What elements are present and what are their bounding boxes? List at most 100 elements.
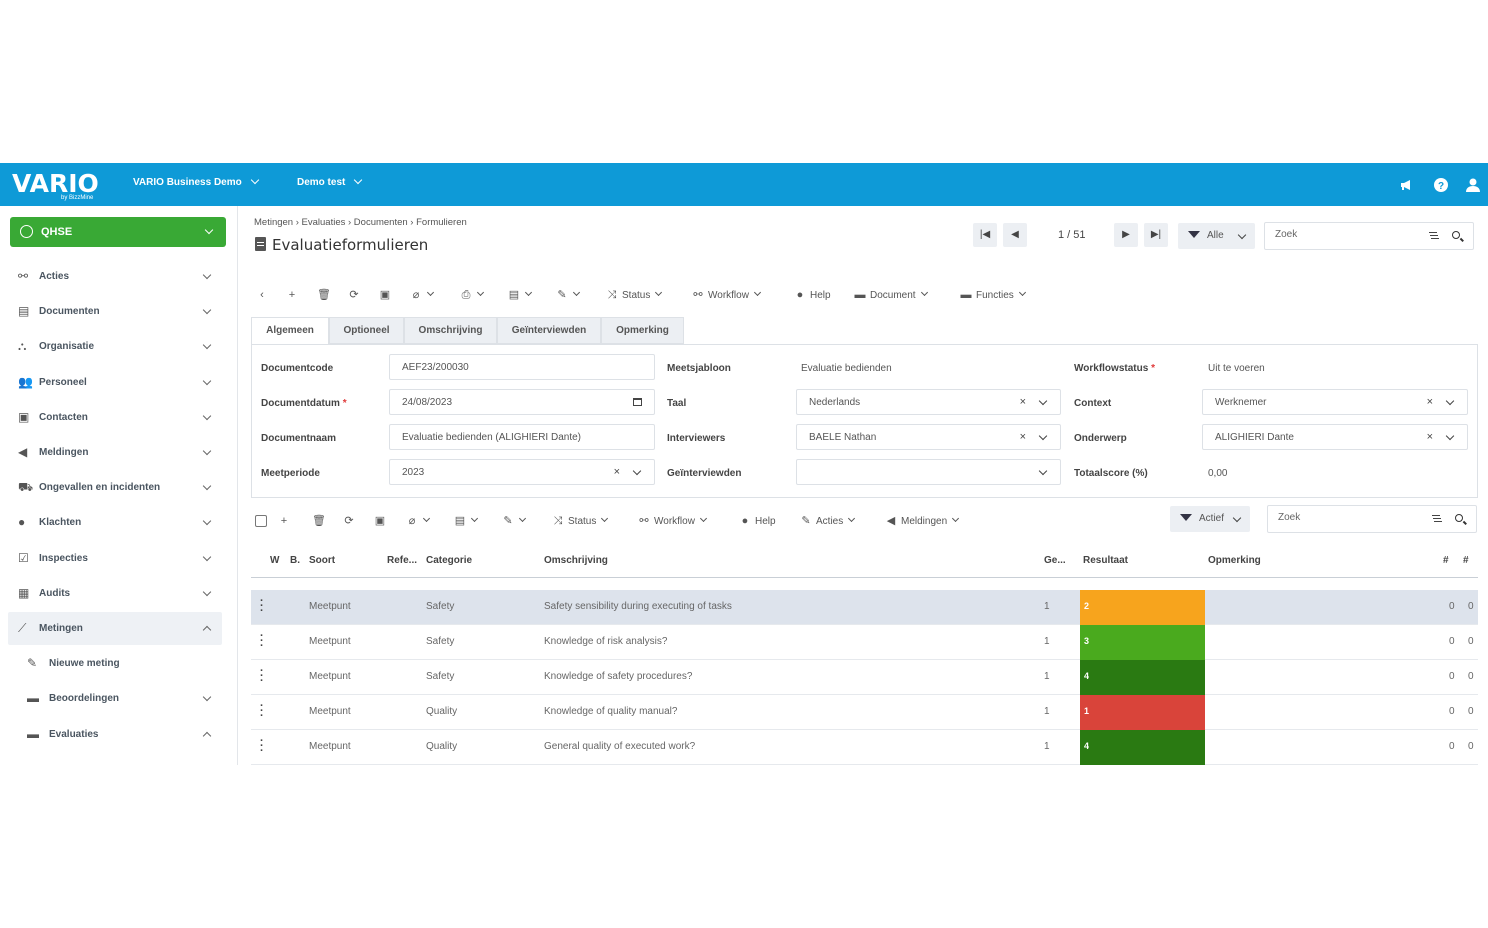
breadcrumb[interactable]: Metingen › Evaluaties › Documenten › For…: [254, 217, 467, 228]
taal-select[interactable]: Nederlands ×: [796, 389, 1061, 415]
help-icon[interactable]: ?: [1433, 177, 1449, 193]
row-menu-icon[interactable]: · · ·: [260, 735, 264, 757]
sidebar-item-inspecties[interactable]: ☑ Inspecties: [8, 542, 222, 575]
clear-icon[interactable]: ×: [1019, 396, 1026, 408]
grid-status-menu[interactable]: ⤨ Status: [552, 510, 609, 532]
tab-algemeen[interactable]: Algemeen: [251, 317, 329, 345]
col-categorie[interactable]: Categorie: [426, 555, 473, 566]
clear-icon[interactable]: ×: [1019, 431, 1026, 443]
grid-copy-button[interactable]: ▤: [454, 510, 479, 532]
document-menu[interactable]: ▬ Document: [854, 284, 928, 306]
tab-omschrijving[interactable]: Omschrijving: [404, 317, 497, 344]
print-button[interactable]: ⎙: [460, 284, 485, 306]
documentdatum-field[interactable]: 24/08/2023: [389, 389, 655, 415]
documentcode-field[interactable]: AEF23/200030: [389, 354, 655, 380]
back-button[interactable]: ‹: [256, 284, 268, 306]
grid-acties-menu[interactable]: ✎ Acties: [800, 510, 856, 532]
col-referentie[interactable]: Refe...: [387, 555, 418, 566]
row-menu-icon[interactable]: · · ·: [260, 595, 264, 617]
module-selector-qhse[interactable]: QHSE: [10, 217, 226, 247]
last-record-button[interactable]: ▶|: [1144, 223, 1168, 247]
documentnaam-field[interactable]: Evaluatie bedienden (ALIGHIERI Dante): [389, 424, 655, 450]
save-button[interactable]: ▣: [379, 284, 391, 306]
row-menu-icon[interactable]: · · ·: [260, 665, 264, 687]
functies-menu[interactable]: ▬ Functies: [960, 284, 1026, 306]
delete-button[interactable]: 🗑: [317, 284, 331, 306]
tab-geinterviewden[interactable]: Geïnterviewden: [497, 317, 601, 344]
clear-icon[interactable]: ×: [1426, 396, 1433, 408]
cell-resultaat[interactable]: 1: [1080, 695, 1205, 730]
sidebar-item-personeel[interactable]: 👥 Personeel: [8, 366, 222, 399]
grid-delete-button[interactable]: 🗑: [312, 510, 326, 532]
col-count-1[interactable]: #: [1443, 555, 1449, 566]
col-resultaat[interactable]: Resultaat: [1083, 555, 1129, 566]
grid-help-button[interactable]: ● Help: [739, 510, 776, 532]
filter-lines-icon[interactable]: [1429, 232, 1437, 233]
grid-search-input[interactable]: [1278, 512, 1418, 523]
add-button[interactable]: +: [286, 284, 298, 306]
clear-icon[interactable]: ×: [1426, 431, 1433, 443]
tab-optioneel[interactable]: Optioneel: [329, 317, 404, 344]
onderwerp-select[interactable]: ALIGHIERI Dante ×: [1202, 424, 1468, 450]
interviewers-select[interactable]: BAELE Nathan ×: [796, 424, 1061, 450]
sidebar-item-evaluaties[interactable]: ▬ Evaluaties: [8, 718, 222, 751]
record-filter-dropdown[interactable]: Alle: [1178, 223, 1255, 249]
vario-logo[interactable]: VARIO by BizzMine: [12, 167, 102, 203]
sidebar-item-organisatie[interactable]: ⛬ Organisatie: [8, 330, 222, 363]
help-button[interactable]: ● Help: [794, 284, 831, 306]
cell-resultaat[interactable]: 2: [1080, 590, 1205, 625]
col-gewicht[interactable]: Ge...: [1044, 555, 1066, 566]
attachment-button[interactable]: ⌀: [410, 284, 435, 306]
filter-lines-icon[interactable]: [1432, 515, 1440, 516]
clear-icon[interactable]: ×: [613, 466, 620, 478]
meetperiode-select[interactable]: 2023 ×: [389, 459, 655, 485]
table-row[interactable]: · · · Meetpunt Quality General quality of …: [251, 730, 1478, 765]
grid-tools-button[interactable]: ✎: [502, 510, 527, 532]
scope-selector[interactable]: Demo test: [297, 175, 363, 188]
calendar-icon[interactable]: [633, 398, 642, 406]
grid-add-button[interactable]: +: [278, 510, 290, 532]
col-b[interactable]: B.: [290, 555, 300, 566]
cell-resultaat[interactable]: 3: [1080, 625, 1205, 660]
context-select[interactable]: Werknemer ×: [1202, 389, 1468, 415]
sidebar-item-ongevallen-en-incidenten[interactable]: ⛟ Ongevallen en incidenten: [8, 471, 222, 504]
table-row[interactable]: · · · Meetpunt Safety Knowledge of risk an…: [251, 625, 1478, 660]
cell-resultaat[interactable]: 4: [1080, 660, 1205, 695]
row-menu-icon[interactable]: · · ·: [260, 630, 264, 652]
sidebar-item-documenten[interactable]: ▤ Documenten: [8, 295, 222, 328]
grid-workflow-menu[interactable]: ⚯ Workflow: [638, 510, 707, 532]
table-row[interactable]: · · · Meetpunt Quality Knowledge of qualit…: [251, 695, 1478, 730]
sidebar-item-audits[interactable]: ▦ Audits: [8, 577, 222, 610]
search-icon[interactable]: [1455, 514, 1463, 522]
geinterviewden-select[interactable]: [796, 459, 1061, 485]
cell-resultaat[interactable]: 4: [1080, 730, 1205, 765]
previous-record-button[interactable]: ◀: [1003, 223, 1027, 247]
sidebar-item-meldingen[interactable]: ◀ Meldingen: [8, 436, 222, 469]
sidebar-item-acties[interactable]: ⚯ Acties: [8, 260, 222, 293]
sidebar-item-contacten[interactable]: ▣ Contacten: [8, 401, 222, 434]
grid-filter-dropdown[interactable]: Actief: [1170, 506, 1250, 532]
col-soort[interactable]: Soort: [309, 555, 336, 566]
status-menu[interactable]: ⤨ Status: [606, 284, 663, 306]
row-menu-icon[interactable]: · · ·: [260, 700, 264, 722]
col-count-2[interactable]: #: [1463, 555, 1469, 566]
record-search-input[interactable]: [1275, 229, 1415, 240]
search-icon[interactable]: [1452, 231, 1460, 239]
tab-opmerking[interactable]: Opmerking: [601, 317, 684, 344]
sidebar-item-metingen[interactable]: ⟋ Metingen: [8, 612, 222, 645]
grid-save-button[interactable]: ▣: [374, 510, 386, 532]
environment-selector[interactable]: VARIO Business Demo: [133, 175, 259, 188]
col-w[interactable]: W: [270, 555, 280, 566]
refresh-button[interactable]: ⟳: [348, 284, 360, 306]
table-row[interactable]: · · · Meetpunt Safety Safety sensibility d…: [251, 590, 1478, 625]
sidebar-item-beoordelingen[interactable]: ▬ Beoordelingen: [8, 682, 222, 715]
grid-attachment-button[interactable]: ⌀: [406, 510, 431, 532]
grid-meldingen-menu[interactable]: ◀ Meldingen: [885, 510, 960, 532]
col-omschrijving[interactable]: Omschrijving: [544, 555, 608, 566]
sidebar-item-klachten[interactable]: ● Klachten: [8, 506, 222, 539]
grid-refresh-button[interactable]: ⟳: [343, 510, 355, 532]
megaphone-icon[interactable]: [1399, 177, 1415, 193]
tools-button[interactable]: ✎: [556, 284, 581, 306]
next-record-button[interactable]: ▶: [1114, 223, 1138, 247]
first-record-button[interactable]: |◀: [973, 223, 997, 247]
